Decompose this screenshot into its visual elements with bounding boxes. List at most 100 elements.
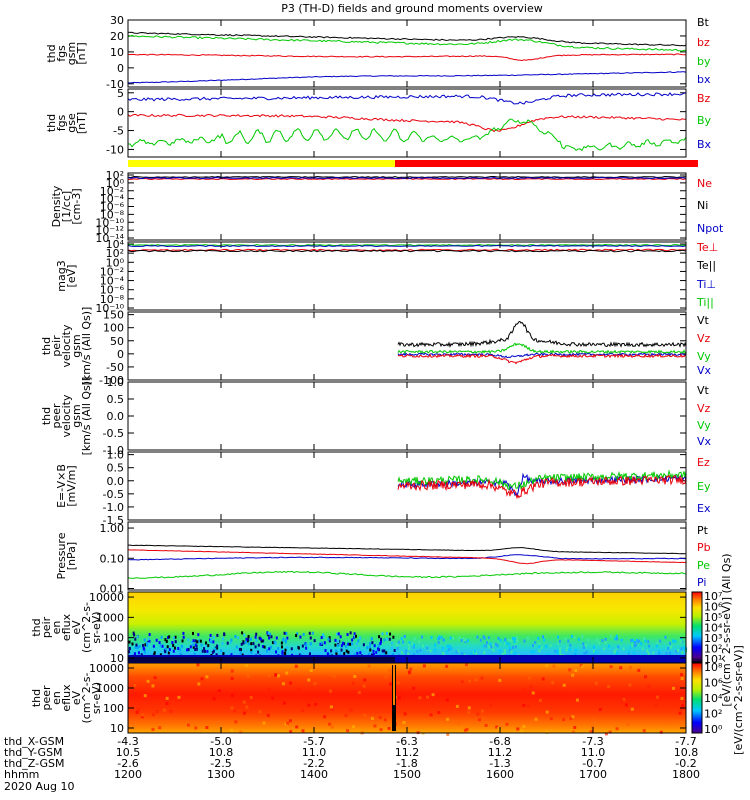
spectrogram-pixel <box>576 698 580 702</box>
spectrogram-pixel <box>509 649 512 653</box>
spectrogram-pixel <box>369 645 372 649</box>
spectrogram-pixel <box>205 726 209 730</box>
spectrogram-pixel <box>301 709 305 713</box>
spectrogram-pixel <box>230 669 234 673</box>
spectrogram-pixel <box>448 644 451 648</box>
spectrogram-pixel <box>373 724 377 728</box>
spectrogram-pixel <box>585 650 588 654</box>
spectrogram-pixel <box>422 664 426 668</box>
spectrogram-pixel <box>526 636 529 640</box>
spectrogram-pixel <box>438 637 441 641</box>
spectrogram-pixel <box>257 650 260 654</box>
spectrogram-pixel <box>488 645 491 649</box>
spectrogram-pixel <box>271 641 274 645</box>
spectrogram-pixel <box>387 726 391 730</box>
spectrogram-pixel <box>329 653 332 657</box>
spectrogram-pixel <box>337 632 340 636</box>
x-tick-label: -4.3 <box>117 735 138 748</box>
spectrogram-pixel <box>247 638 250 642</box>
series-Vz-line <box>397 353 687 365</box>
spectrogram-pixel <box>501 652 504 656</box>
panel-peir_vel-ylabel: thd <box>40 337 53 355</box>
spectrogram-pixel <box>143 647 146 651</box>
spectrogram-pixel <box>329 705 333 709</box>
spectrogram-pixel <box>383 718 387 722</box>
spectrogram-pixel <box>458 636 461 640</box>
panel-temp-ylabel: [eV] <box>65 265 78 288</box>
peer_spec-ytick-label: 10 <box>110 722 124 735</box>
spectrogram-pixel <box>665 652 668 656</box>
spectrogram-pixel <box>373 644 376 648</box>
temp-ytick-label: 10⁻⁶ <box>100 284 125 297</box>
spectrogram-pixel <box>164 638 167 642</box>
spectrogram-pixel <box>607 685 611 689</box>
spectrogram-pixel <box>676 648 679 652</box>
spectrogram-pixel <box>266 713 270 717</box>
spectrogram-pixel <box>485 641 488 645</box>
panel-peer_vel-ylabel: [km/s (All Qs)] <box>80 377 93 456</box>
spectrogram-pixel <box>490 645 493 649</box>
spectrogram-pixel <box>381 632 384 636</box>
spectrogram-pixel <box>210 638 213 642</box>
fgs_gse-ytick-label: 5 <box>117 87 124 100</box>
legend-Pi: Pi <box>697 576 706 589</box>
spectrogram-pixel <box>189 645 192 649</box>
spectrogram-pixel <box>681 651 684 655</box>
mode-bar <box>128 160 698 167</box>
spectrogram-pixel <box>402 721 406 725</box>
spectrogram-pixel <box>136 645 139 649</box>
spectrogram-pixel <box>526 704 530 708</box>
spectrogram-pixel <box>681 640 684 644</box>
spectrogram-pixel <box>330 649 333 653</box>
spectrogram-pixel <box>250 642 253 646</box>
spectrogram-pixel <box>349 708 353 712</box>
x-tick-label: 1400 <box>300 768 328 781</box>
spectrogram-pixel <box>620 638 623 642</box>
spectrogram-pixel <box>194 648 197 652</box>
spectrogram-pixel <box>477 718 481 722</box>
spectrogram-pixel <box>551 681 555 685</box>
spectrogram-pixel <box>658 652 661 656</box>
spectrogram-pixel <box>681 704 685 708</box>
spectrogram-pixel <box>285 631 288 635</box>
spectrogram-pixel <box>177 695 181 699</box>
spectrogram-pixel <box>283 701 287 705</box>
series-Pe-line <box>127 570 687 579</box>
pressure-ytick-label: 0.10 <box>100 552 125 565</box>
spectrogram-pixel <box>196 640 199 644</box>
peer_vel-ytick-label: -1.0 <box>103 444 124 457</box>
panel-peer_spec-ylabel: eV <box>70 690 83 705</box>
spectrogram-pixel <box>457 649 460 653</box>
spectrogram-pixel <box>461 637 464 641</box>
colorbar-ion-tick: 10⁵ <box>704 611 722 624</box>
spectrogram-pixel <box>212 649 215 653</box>
spectrogram-pixel <box>301 729 305 733</box>
spectrogram-pixel <box>288 719 292 723</box>
density-ytick-label: 10⁻² <box>100 185 124 198</box>
x-tick-label: 11.0 <box>302 746 327 759</box>
panel-frame <box>127 88 687 158</box>
spectrogram-pixel <box>223 632 226 636</box>
peir_spec-ytick-label: 10 <box>110 652 124 665</box>
spectrogram-pixel <box>556 642 559 646</box>
panel-frame <box>127 521 687 591</box>
spectrogram-pixel <box>305 643 308 647</box>
panel-density: Density[1/cc][cm-3]10²10⁰10⁻²10⁻⁴10⁻⁶10⁻… <box>50 169 724 245</box>
spectrogram-pixel <box>144 643 147 647</box>
spectrogram-pixel <box>250 651 253 655</box>
spectrogram-pixel <box>330 725 334 729</box>
spectrogram-pixel <box>446 717 450 721</box>
spectrogram-pixel <box>643 637 646 641</box>
spectrogram-pixel <box>680 636 683 640</box>
spectrogram-pixel <box>276 674 280 678</box>
spectrogram-pixel <box>134 645 137 649</box>
spectrogram-pixel <box>515 639 518 643</box>
series-by-line <box>127 34 687 52</box>
spectrogram-pixel <box>192 643 195 647</box>
spectrogram-pixel <box>171 641 174 645</box>
efield-ytick-label: 0.5 <box>107 462 125 475</box>
legend-Pe: Pe <box>697 559 710 572</box>
spectrogram-pixel <box>564 637 567 641</box>
spectrogram-pixel <box>164 650 167 654</box>
panel-peir_vel-ylabel: peir <box>50 335 63 357</box>
